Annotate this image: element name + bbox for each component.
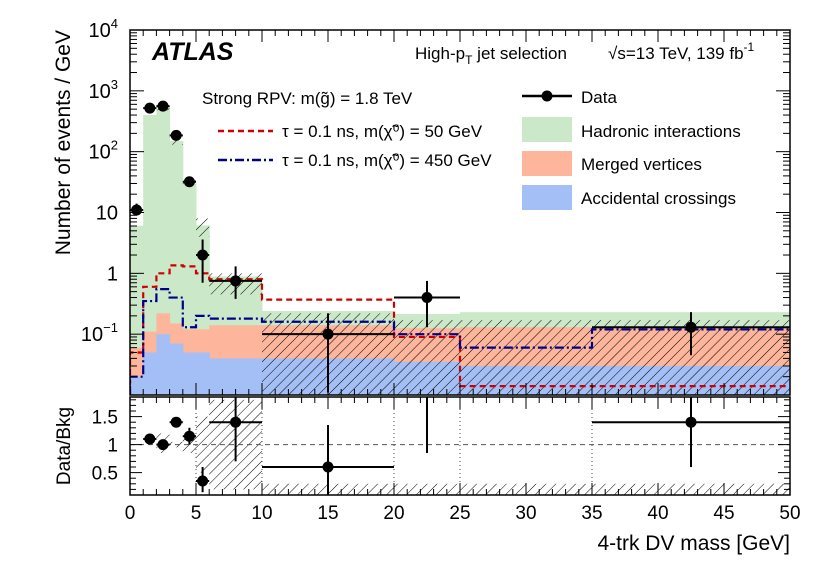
x-tick-label-0: 0 <box>125 503 136 524</box>
ratio-tick-label-2: 1.5 <box>92 408 118 429</box>
ratio-tick-label-0: 0.5 <box>92 464 118 485</box>
y-axis-title: Number of events / GeV <box>52 30 75 255</box>
bar-accidental-crossings-1 <box>143 352 157 395</box>
bar-accidental-crossings-0 <box>130 376 144 395</box>
x-tick-label-40: 40 <box>647 503 668 524</box>
ratio-axis-title: Data/Bkg <box>54 407 75 485</box>
y-tick-label-1: 103 <box>89 77 118 103</box>
legend-accidental-label: Accidental crossings <box>581 189 736 208</box>
ratio-point-9 <box>685 416 697 428</box>
ratio-point-3 <box>170 416 182 428</box>
data-point-7 <box>322 328 334 340</box>
ratio-point-6 <box>230 416 242 428</box>
legend-data-label: Data <box>581 88 617 107</box>
ratio-point-1 <box>144 433 156 445</box>
bar-accidental-crossings-2 <box>156 334 171 395</box>
x-tick-label-35: 35 <box>581 503 602 524</box>
data-point-4 <box>183 176 195 188</box>
ratio-band-bin-8 <box>394 483 460 495</box>
bar-accidental-crossings-6 <box>209 358 263 395</box>
legend-merged-label: Merged vertices <box>581 155 702 174</box>
ratio-point-2 <box>157 439 169 451</box>
x-tick-label-5: 5 <box>191 503 202 524</box>
y-tick-label-2: 102 <box>89 138 118 164</box>
legend-data-marker <box>541 90 553 102</box>
legend-merged-swatch <box>522 151 572 176</box>
signal-line-0 <box>130 264 790 395</box>
data-point-0 <box>131 204 143 216</box>
bar-accidental-crossings-5 <box>196 352 210 395</box>
y-tick-label-5: 10−1 <box>81 320 118 346</box>
main-panel <box>130 100 790 395</box>
ratio-point-5 <box>197 475 209 487</box>
x-tick-label-50: 50 <box>779 503 800 524</box>
uncertainty-band-bin-3 <box>169 137 183 145</box>
x-tick-label-30: 30 <box>515 503 536 524</box>
x-tick-label-20: 20 <box>383 503 404 524</box>
bar-hadronic-interactions-1 <box>143 115 157 395</box>
legend-signal-50-label: τ = 0.1 ns, m(χ̃⁰) = 50 GeV <box>282 122 483 141</box>
bar-accidental-crossings-3 <box>169 343 184 395</box>
atlas-label: ATLAS <box>151 38 234 66</box>
ratio-tick-label-1: 1 <box>107 436 118 457</box>
x-tick-label-25: 25 <box>449 503 470 524</box>
uncertainty-band-bin-5 <box>196 218 210 237</box>
data-point-2 <box>157 100 169 112</box>
data-point-9 <box>685 321 697 333</box>
bar-accidental-crossings-4 <box>182 352 197 395</box>
legend-hadronic-label: Hadronic interactions <box>581 122 741 141</box>
x-tick-label-15: 15 <box>317 503 338 524</box>
ratio-point-4 <box>183 430 195 442</box>
signal-line-1 <box>130 288 790 395</box>
data-point-8 <box>421 292 433 304</box>
data-point-6 <box>230 275 242 287</box>
y-tick-label-0: 104 <box>89 16 118 42</box>
signal-header: Strong RPV: m(g̃) = 1.8 TeV <box>202 89 413 108</box>
data-point-1 <box>144 102 156 114</box>
uncertainty-band-bin-9 <box>460 320 592 395</box>
ratio-band-bin-10 <box>592 483 790 495</box>
y-tick-label-3: 10 <box>96 203 118 225</box>
x-tick-label-45: 45 <box>713 503 734 524</box>
selection-label: High-pT jet selection <box>415 44 567 67</box>
energy-lumi-label: √s=13 TeV, 139 fb-1 <box>608 40 755 63</box>
axes: 0 5 10 15 20 25 30 35 40 45 5010410310210110−10.51… <box>81 16 801 524</box>
data-point-5 <box>197 249 209 261</box>
uncertainty-band-bin-8 <box>394 320 460 395</box>
y-tick-label-4: 1 <box>107 263 118 285</box>
x-tick-label-10: 10 <box>251 503 272 524</box>
ratio-point-7 <box>322 461 334 473</box>
x-axis-title: 4-trk DV mass [GeV] <box>597 532 790 555</box>
legend-hadronic-swatch <box>522 117 572 142</box>
legend-accidental-swatch <box>522 185 572 210</box>
legend-signal-450-label: τ = 0.1 ns, m(χ̃⁰) = 450 GeV <box>282 151 492 170</box>
data-point-3 <box>170 129 182 141</box>
